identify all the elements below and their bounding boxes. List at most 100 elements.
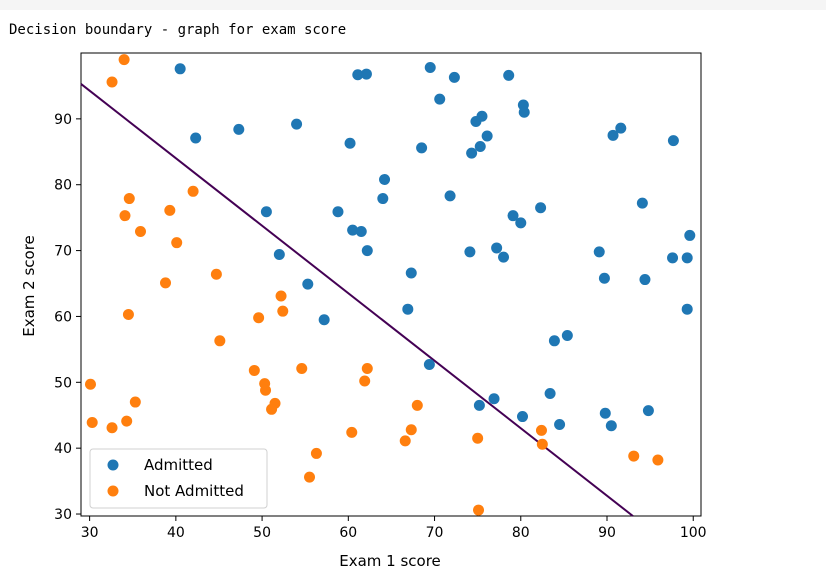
admitted-point [639, 274, 650, 285]
admitted-point [434, 94, 445, 105]
admitted-point [535, 202, 546, 213]
legend-label-not-admitted: Not Admitted [144, 482, 244, 500]
admitted-point [175, 63, 186, 74]
admitted-point [475, 141, 486, 152]
not-admitted-point [87, 417, 98, 428]
y-tick-label: 60 [54, 309, 72, 325]
not-admitted-point [171, 237, 182, 248]
admitted-point [519, 107, 530, 118]
x-axis-label: Exam 1 score [339, 552, 441, 570]
admitted-point [517, 411, 528, 422]
x-tick-label: 40 [167, 525, 185, 541]
not-admitted-point [412, 400, 423, 411]
admitted-point [562, 330, 573, 341]
x-tick-label: 30 [81, 525, 99, 541]
not-admitted-point [406, 424, 417, 435]
not-admitted-point [537, 439, 548, 450]
admitted-point [190, 132, 201, 143]
not-admitted-point [85, 379, 96, 390]
admitted-point [425, 62, 436, 73]
x-tick-label: 70 [426, 525, 444, 541]
legend-marker-admitted [108, 460, 119, 471]
admitted-point [261, 206, 272, 217]
not-admitted-point [253, 312, 264, 323]
admitted-point [600, 408, 611, 419]
admitted-point [489, 393, 500, 404]
not-admitted-point [472, 433, 483, 444]
legend-marker-not-admitted [108, 486, 119, 497]
admitted-point [637, 198, 648, 209]
not-admitted-point [164, 205, 175, 216]
admitted-point [599, 273, 610, 284]
y-tick-label: 90 [54, 112, 72, 128]
not-admitted-point [359, 375, 370, 386]
admitted-point [643, 405, 654, 416]
admitted-point [682, 252, 693, 263]
y-tick-label: 80 [54, 178, 72, 194]
legend-label-admitted: Admitted [144, 456, 213, 474]
admitted-point [319, 314, 330, 325]
not-admitted-point [296, 363, 307, 374]
not-admitted-point [160, 277, 171, 288]
not-admitted-point [266, 404, 277, 415]
admitted-point [466, 148, 477, 159]
admitted-point [594, 246, 605, 257]
not-admitted-point [107, 422, 118, 433]
admitted-point [515, 217, 526, 228]
not-admitted-point [652, 455, 663, 466]
x-tick-label: 90 [598, 525, 616, 541]
not-admitted-point [119, 54, 130, 65]
not-admitted-point [362, 363, 373, 374]
admitted-point [406, 267, 417, 278]
admitted-point [554, 419, 565, 430]
not-admitted-point [249, 365, 260, 376]
not-admitted-point [536, 425, 547, 436]
not-admitted-point [188, 186, 199, 197]
admitted-point [470, 116, 481, 127]
admitted-point [474, 400, 485, 411]
admitted-point [291, 119, 302, 130]
not-admitted-point [400, 435, 411, 446]
not-admitted-point [214, 335, 225, 346]
y-tick-label: 30 [54, 507, 72, 523]
x-tick-label: 60 [339, 525, 357, 541]
plot-frame [81, 53, 701, 516]
admitted-point [491, 242, 502, 253]
admitted-point [606, 420, 617, 431]
not-admitted-point [628, 451, 639, 462]
admitted-point [682, 304, 693, 315]
admitted-point [608, 130, 619, 141]
admitted-point [684, 230, 695, 241]
not-admitted-point [121, 416, 132, 427]
admitted-point [482, 130, 493, 141]
not-admitted-point [135, 226, 146, 237]
not-admitted-point [130, 397, 141, 408]
admitted-point [424, 359, 435, 370]
y-tick-label: 70 [54, 244, 72, 260]
admitted-point [332, 206, 343, 217]
y-tick-label: 40 [54, 441, 72, 457]
not-admitted-point [304, 472, 315, 483]
not-admitted-point [311, 448, 322, 459]
admitted-point [545, 388, 556, 399]
not-admitted-point [119, 210, 130, 221]
not-admitted-point [276, 291, 287, 302]
admitted-point [416, 142, 427, 153]
admitted-point [549, 335, 560, 346]
not-admitted-point [107, 76, 118, 87]
admitted-point [362, 245, 373, 256]
admitted-point [274, 249, 285, 260]
x-tick-label: 100 [680, 525, 707, 541]
x-tick-label: 80 [512, 525, 530, 541]
not-admitted-point [211, 269, 222, 280]
not-admitted-point [277, 306, 288, 317]
admitted-point [503, 70, 514, 81]
admitted-point [667, 252, 678, 263]
x-tick-label: 50 [253, 525, 271, 541]
not-admitted-point [123, 309, 134, 320]
admitted-point [402, 304, 413, 315]
admitted-point [345, 138, 356, 149]
admitted-point [668, 135, 679, 146]
admitted-point [445, 190, 456, 201]
